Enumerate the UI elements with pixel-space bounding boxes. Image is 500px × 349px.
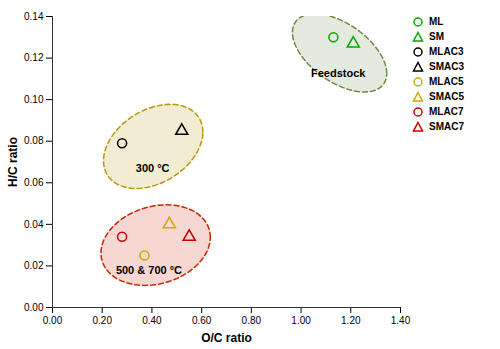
svg-text:0.00: 0.00 xyxy=(24,302,44,313)
html-text:SMAC3: SMAC3 xyxy=(429,61,464,72)
svg-text:O/C ratio: O/C ratio xyxy=(201,331,252,345)
html-text:ML: ML xyxy=(429,16,444,27)
svg-text:500 & 700 °C: 500 & 700 °C xyxy=(116,264,182,276)
svg-text:0.04: 0.04 xyxy=(24,219,44,230)
svg-text:0.02: 0.02 xyxy=(24,260,44,271)
svg-text:Feedstock: Feedstock xyxy=(311,67,366,79)
svg-text:1.00: 1.00 xyxy=(291,315,311,326)
html-text:SMAC7: SMAC7 xyxy=(429,121,464,132)
svg-text:1.40: 1.40 xyxy=(391,315,411,326)
svg-text:0.20: 0.20 xyxy=(92,315,112,326)
svg-text:300 °C: 300 °C xyxy=(136,162,170,174)
html-text:SMAC5: SMAC5 xyxy=(429,91,464,102)
svg-text:0.12: 0.12 xyxy=(24,52,44,63)
svg-text:0.08: 0.08 xyxy=(24,135,44,146)
html-text:MLAC7: MLAC7 xyxy=(429,106,464,117)
html-text:MLAC5: MLAC5 xyxy=(429,76,464,87)
svg-text:1.20: 1.20 xyxy=(341,315,361,326)
svg-text:0.00: 0.00 xyxy=(43,315,63,326)
svg-text:0.80: 0.80 xyxy=(242,315,262,326)
html-text:MLAC3: MLAC3 xyxy=(429,46,464,57)
svg-text:0.14: 0.14 xyxy=(24,11,44,22)
svg-text:H/C ratio: H/C ratio xyxy=(6,137,20,187)
svg-text:0.60: 0.60 xyxy=(192,315,212,326)
svg-text:0.10: 0.10 xyxy=(24,94,44,105)
html-text:SM: SM xyxy=(429,31,444,42)
svg-text:0.40: 0.40 xyxy=(142,315,162,326)
svg-text:0.06: 0.06 xyxy=(24,177,44,188)
